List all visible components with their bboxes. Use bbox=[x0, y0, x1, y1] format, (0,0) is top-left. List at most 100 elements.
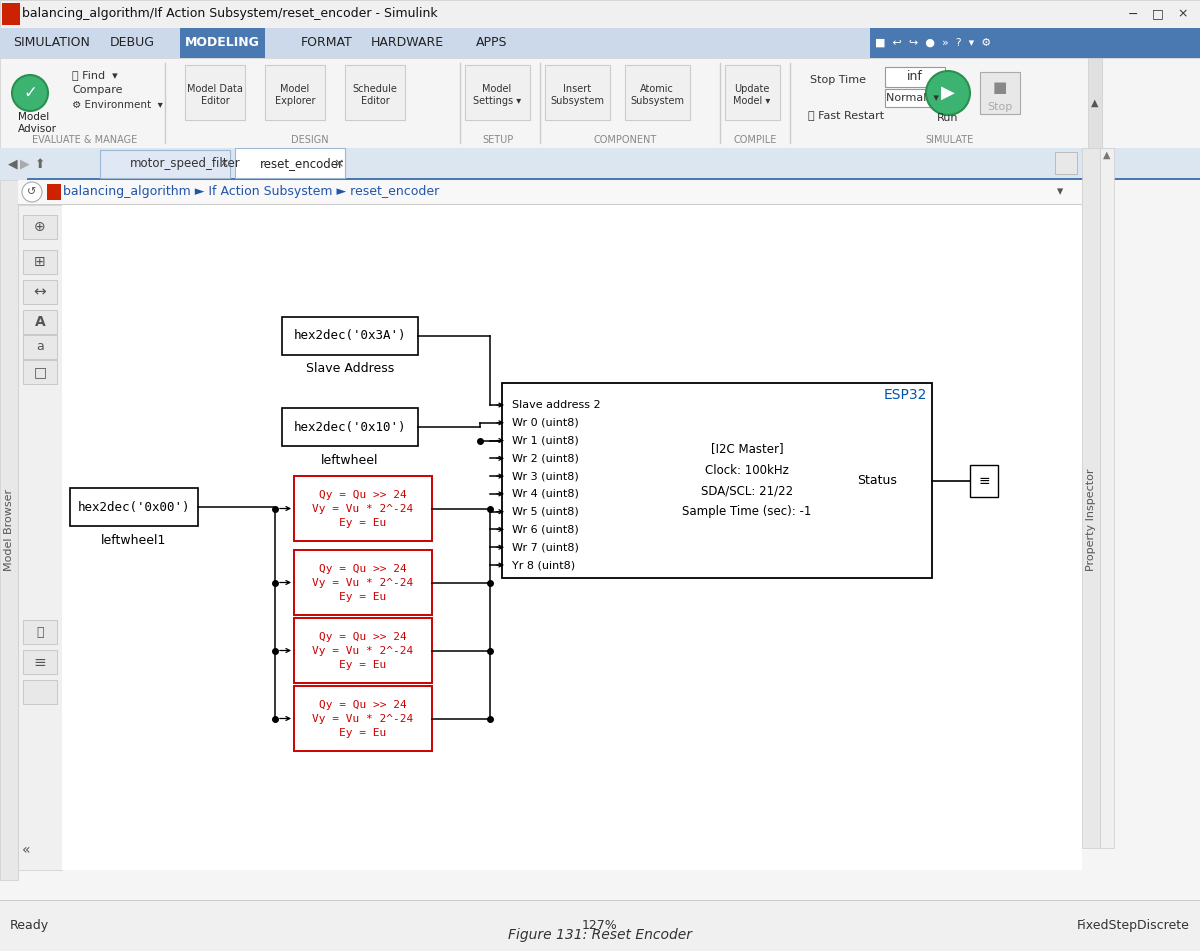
Text: hex2dec('0x3A'): hex2dec('0x3A') bbox=[294, 329, 407, 342]
Text: Schedule
Editor: Schedule Editor bbox=[353, 85, 397, 106]
Text: Qy = Qu >> 24
Vy = Vu * 2^-24
Ey = Eu: Qy = Qu >> 24 Vy = Vu * 2^-24 Ey = Eu bbox=[312, 700, 414, 737]
Text: Slave address 2: Slave address 2 bbox=[512, 400, 601, 410]
Bar bbox=[18, 204, 1082, 205]
Text: ×: × bbox=[218, 158, 228, 170]
Text: A: A bbox=[35, 315, 46, 329]
Bar bbox=[0, 58, 1200, 148]
Bar bbox=[70, 488, 198, 526]
Bar bbox=[294, 476, 432, 541]
Text: Wr 4 (uint8): Wr 4 (uint8) bbox=[512, 489, 578, 499]
Bar bbox=[265, 65, 325, 120]
Text: ↔: ↔ bbox=[34, 284, 47, 300]
Bar bbox=[18, 180, 1082, 205]
Text: hex2dec('0x10'): hex2dec('0x10') bbox=[294, 420, 407, 434]
Bar bbox=[294, 618, 432, 683]
Bar bbox=[23, 215, 58, 239]
Text: SETUP: SETUP bbox=[482, 135, 514, 145]
Text: ▲: ▲ bbox=[1091, 98, 1099, 108]
Bar bbox=[47, 184, 61, 200]
Text: COMPILE: COMPILE bbox=[733, 135, 776, 145]
Text: ◀: ◀ bbox=[8, 158, 18, 170]
Bar bbox=[294, 550, 432, 615]
Text: Stop: Stop bbox=[988, 102, 1013, 112]
Text: SIMULATION: SIMULATION bbox=[13, 36, 90, 49]
Text: ✓: ✓ bbox=[23, 84, 37, 102]
Bar bbox=[870, 28, 1200, 58]
Text: MODELING: MODELING bbox=[185, 36, 259, 49]
Bar bbox=[282, 317, 418, 355]
Text: ▶: ▶ bbox=[20, 158, 30, 170]
Text: SIMULATE: SIMULATE bbox=[926, 135, 974, 145]
Text: FORMAT: FORMAT bbox=[301, 36, 353, 49]
Text: Wr 6 (uint8): Wr 6 (uint8) bbox=[512, 524, 578, 534]
Bar bbox=[725, 65, 780, 120]
Text: COMPONENT: COMPONENT bbox=[593, 135, 656, 145]
Text: Wr 1 (uint8): Wr 1 (uint8) bbox=[512, 436, 578, 446]
Text: 127%: 127% bbox=[582, 919, 618, 932]
Bar bbox=[100, 150, 230, 178]
Text: balancing_algorithm/If Action Subsystem/reset_encoder - Simulink: balancing_algorithm/If Action Subsystem/… bbox=[22, 8, 438, 21]
Text: motor_speed_filter: motor_speed_filter bbox=[130, 158, 241, 170]
Text: Wr 5 (uint8): Wr 5 (uint8) bbox=[512, 507, 578, 516]
Text: Qy = Qu >> 24
Vy = Vu * 2^-24
Ey = Eu: Qy = Qu >> 24 Vy = Vu * 2^-24 Ey = Eu bbox=[312, 490, 414, 528]
Bar bbox=[466, 65, 530, 120]
Text: EVALUATE & MANAGE: EVALUATE & MANAGE bbox=[32, 135, 138, 145]
Text: Model Data
Editor: Model Data Editor bbox=[187, 85, 242, 106]
Text: ⊕: ⊕ bbox=[34, 220, 46, 234]
Text: HARDWARE: HARDWARE bbox=[371, 36, 444, 49]
Text: ▶: ▶ bbox=[941, 84, 955, 102]
Text: Compare: Compare bbox=[72, 85, 122, 95]
Bar bbox=[185, 65, 245, 120]
Text: APPS: APPS bbox=[476, 36, 508, 49]
Bar bbox=[1082, 148, 1100, 848]
Circle shape bbox=[22, 182, 42, 202]
Text: Model
Settings ▾: Model Settings ▾ bbox=[473, 85, 521, 106]
Text: reset_encoder: reset_encoder bbox=[260, 158, 344, 170]
Text: ▾: ▾ bbox=[1057, 185, 1063, 199]
Bar bbox=[180, 28, 265, 58]
Bar bbox=[23, 250, 58, 274]
Text: ⬆: ⬆ bbox=[35, 158, 46, 170]
Text: Atomic
Subsystem: Atomic Subsystem bbox=[630, 85, 684, 106]
Text: Insert
Subsystem: Insert Subsystem bbox=[550, 85, 604, 106]
Bar bbox=[0, 148, 28, 180]
Text: inf: inf bbox=[907, 70, 923, 84]
Text: Status: Status bbox=[857, 474, 896, 487]
Bar bbox=[625, 65, 690, 120]
Text: Model
Advisor: Model Advisor bbox=[18, 112, 58, 133]
Text: leftwheel: leftwheel bbox=[322, 454, 379, 467]
Bar bbox=[545, 65, 610, 120]
Circle shape bbox=[12, 75, 48, 111]
Bar bbox=[23, 620, 58, 644]
Text: ⊞: ⊞ bbox=[34, 255, 46, 269]
Text: Slave Address: Slave Address bbox=[306, 362, 394, 376]
Text: balancing_algorithm ► If Action Subsystem ► reset_encoder: balancing_algorithm ► If Action Subsyste… bbox=[64, 185, 439, 199]
Bar bbox=[23, 680, 58, 704]
Bar bbox=[2, 3, 20, 25]
Text: Wr 0 (uint8): Wr 0 (uint8) bbox=[512, 417, 578, 428]
Bar bbox=[346, 65, 406, 120]
Bar bbox=[0, 0, 1200, 28]
Text: a: a bbox=[36, 340, 44, 354]
Text: ≡: ≡ bbox=[978, 474, 990, 488]
Bar bbox=[23, 650, 58, 674]
Text: Wr 7 (uint8): Wr 7 (uint8) bbox=[512, 542, 578, 553]
Text: ▲: ▲ bbox=[1103, 150, 1111, 160]
Bar bbox=[0, 58, 1200, 148]
Text: Figure 131: Reset Encoder: Figure 131: Reset Encoder bbox=[508, 928, 692, 942]
Text: Qy = Qu >> 24
Vy = Vu * 2^-24
Ey = Eu: Qy = Qu >> 24 Vy = Vu * 2^-24 Ey = Eu bbox=[312, 631, 414, 670]
Text: 📷: 📷 bbox=[36, 626, 43, 638]
Text: Model Browser: Model Browser bbox=[4, 489, 14, 571]
Text: −: − bbox=[1128, 8, 1139, 21]
Text: Model
Explorer: Model Explorer bbox=[275, 85, 316, 106]
Text: DEBUG: DEBUG bbox=[109, 36, 155, 49]
Text: ⚙ Environment  ▾: ⚙ Environment ▾ bbox=[72, 100, 163, 110]
Text: Update
Model ▾: Update Model ▾ bbox=[733, 85, 770, 106]
Text: Property Inspector: Property Inspector bbox=[1086, 469, 1096, 572]
Bar bbox=[23, 310, 58, 334]
Text: ■: ■ bbox=[992, 81, 1007, 95]
Bar bbox=[0, 0, 1200, 28]
Circle shape bbox=[926, 71, 970, 115]
Bar bbox=[0, 148, 1200, 180]
Bar bbox=[886, 89, 946, 107]
